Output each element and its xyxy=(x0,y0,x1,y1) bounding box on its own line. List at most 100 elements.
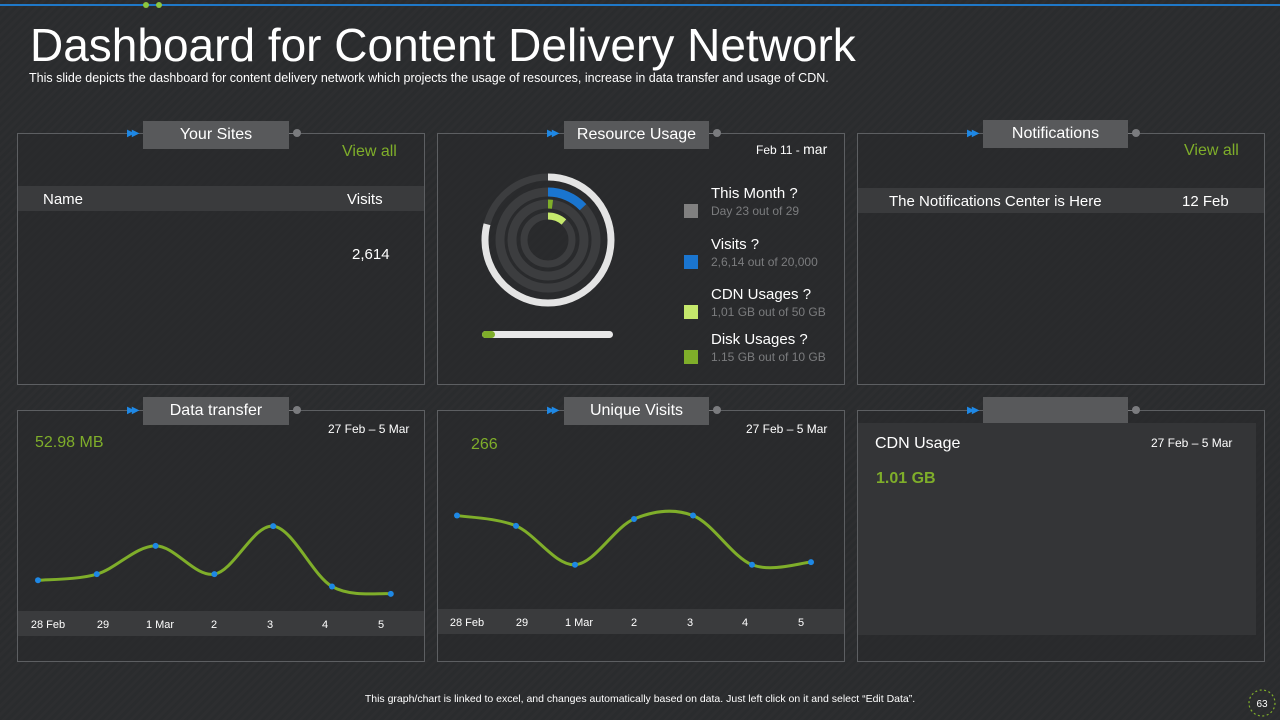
data-point xyxy=(690,512,696,519)
x-tick-label: 28 Feb xyxy=(31,619,65,631)
x-tick-label: 1 Mar xyxy=(146,619,174,631)
data-point xyxy=(749,561,755,568)
resource-usage-tab[interactable]: Resource Usage xyxy=(564,121,709,149)
x-tick-label: 29 xyxy=(97,619,109,631)
cdn-usage-card xyxy=(858,423,1256,635)
ring-arc xyxy=(481,173,615,307)
tab-knob xyxy=(1132,129,1140,137)
visits-value: 2,614 xyxy=(352,246,390,263)
data-transfer-date-range: 27 Feb – 5 Mar xyxy=(328,422,410,436)
double-chevron-right-icon: ▶▶ xyxy=(967,405,980,416)
ring-arc xyxy=(520,212,576,268)
legend-title: Visits ? xyxy=(711,236,760,253)
legend-title: Disk Usages ? xyxy=(711,331,808,348)
tab-knob xyxy=(713,406,721,414)
your-sites-header-row xyxy=(18,186,424,211)
x-tick-label: 29 xyxy=(516,617,528,629)
your-sites-panel xyxy=(17,133,425,385)
x-tick-label: 2 xyxy=(211,619,217,631)
double-chevron-right-icon: ▶▶ xyxy=(547,128,560,139)
legend-subtext: 2,6,14 out of 20,000 xyxy=(711,255,818,269)
cdn-usage-value: 1.01 GB xyxy=(876,470,936,487)
notification-date: 12 Feb xyxy=(1182,193,1229,210)
tab-knob xyxy=(713,129,721,137)
legend-title: This Month ? xyxy=(711,185,798,202)
data-point xyxy=(808,559,814,566)
legend-swatch xyxy=(684,305,698,319)
x-tick-label: 5 xyxy=(378,619,384,631)
page-subtitle: This slide depicts the dashboard for con… xyxy=(29,71,829,85)
your-sites-tab[interactable]: Your Sites xyxy=(143,121,289,149)
legend-swatch xyxy=(684,350,698,364)
data-point xyxy=(35,577,41,584)
tab-knob xyxy=(293,406,301,414)
data-point xyxy=(572,561,578,568)
date-separator: - xyxy=(792,143,804,157)
double-chevron-right-icon: ▶▶ xyxy=(127,405,140,416)
x-tick-label: 3 xyxy=(267,619,273,631)
tab-knob xyxy=(1132,406,1140,414)
page-number: 63 xyxy=(1256,699,1268,710)
date-suffix: mar xyxy=(803,141,828,157)
data-transfer-tab[interactable]: Data transfer xyxy=(143,397,289,425)
x-tick-label: 4 xyxy=(322,619,328,631)
double-chevron-right-icon: ▶▶ xyxy=(127,128,140,139)
unique-visits-line-chart: 28 Feb 29 1 Mar 2 3 4 5 xyxy=(450,509,814,629)
gear-ring-icon xyxy=(1248,689,1276,717)
x-tick-label: 3 xyxy=(687,617,693,629)
top-accent-dot xyxy=(156,2,162,8)
ring-arc xyxy=(507,199,589,281)
data-point xyxy=(152,542,159,549)
resource-usage-panel xyxy=(437,133,845,385)
x-axis-band xyxy=(438,609,844,634)
unique-visits-date-range: 27 Feb – 5 Mar xyxy=(746,422,828,436)
data-point xyxy=(387,590,394,597)
x-tick-label: 28 Feb xyxy=(450,617,484,629)
notification-text: The Notifications Center is Here xyxy=(889,193,1102,210)
unique-visits-tab[interactable]: Unique Visits xyxy=(564,397,709,425)
unique-visits-value: 266 xyxy=(471,436,498,453)
cdn-usage-tab[interactable] xyxy=(983,397,1128,425)
footer-note: This graph/chart is linked to excel, and… xyxy=(364,693,916,705)
x-tick-label: 5 xyxy=(798,617,804,629)
notifications-view-all-link[interactable]: View all xyxy=(1184,142,1239,159)
legend-subtext: 1,01 GB out of 50 GB xyxy=(711,305,826,319)
top-accent-dot xyxy=(143,2,149,8)
legend-subtext: 1.15 GB out of 10 GB xyxy=(711,350,826,364)
ring-track xyxy=(520,212,576,268)
page-title: Dashboard for Content Delivery Network xyxy=(30,19,856,71)
data-point xyxy=(631,516,637,522)
cdn-usage-label: CDN Usage xyxy=(875,435,961,452)
x-tick-label: 2 xyxy=(631,617,637,629)
notifications-tab[interactable]: Notifications xyxy=(983,120,1128,148)
double-chevron-right-icon: ▶▶ xyxy=(547,405,560,416)
x-tick-label: 1 Mar xyxy=(565,617,593,629)
data-point xyxy=(211,571,218,578)
legend-swatch xyxy=(684,255,698,269)
data-point xyxy=(270,523,277,530)
x-tick-label: 4 xyxy=(742,617,748,629)
data-transfer-line-chart: 28 Feb 29 1 Mar 2 3 4 5 xyxy=(31,523,394,631)
date-prefix: Feb 11 xyxy=(756,143,793,157)
x-axis-band xyxy=(18,611,424,636)
page-number-badge: 63 xyxy=(1248,689,1276,717)
cdn-usage-date-range: 27 Feb – 5 Mar xyxy=(1151,436,1233,450)
legend-subtext: Day 23 out of 29 xyxy=(711,204,800,218)
data-point xyxy=(93,571,100,578)
resource-date-range: Feb 11 - mar xyxy=(756,141,827,159)
resource-rings-chart xyxy=(481,173,615,307)
tab-knob xyxy=(293,129,301,137)
top-accent-line xyxy=(0,4,1280,6)
column-header-visits: Visits xyxy=(347,191,383,208)
column-header-name: Name xyxy=(43,191,84,208)
legend-title: CDN Usages ? xyxy=(711,286,812,303)
notification-row[interactable] xyxy=(858,188,1264,213)
data-transfer-value: 52.98 MB xyxy=(35,434,104,451)
data-point xyxy=(454,512,460,519)
resource-progress-bar xyxy=(482,331,613,338)
double-chevron-right-icon: ▶▶ xyxy=(967,128,980,139)
notifications-panel xyxy=(857,133,1265,385)
series-line xyxy=(37,524,391,596)
resource-progress-fill xyxy=(482,331,496,338)
your-sites-view-all-link[interactable]: View all xyxy=(342,143,397,160)
